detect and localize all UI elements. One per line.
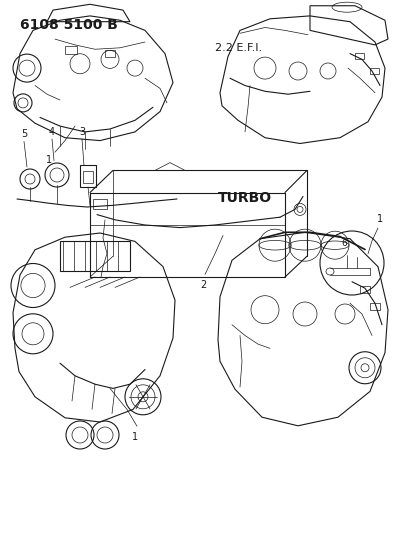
Text: TURBO: TURBO (218, 191, 272, 205)
Bar (355, 53, 364, 59)
Bar (105, 50, 115, 56)
Text: 6: 6 (341, 239, 347, 248)
Text: 1: 1 (132, 432, 138, 442)
Text: 1: 1 (46, 155, 52, 165)
Bar (65, 46, 77, 54)
Bar (370, 68, 379, 74)
Text: 2.2 E.F.I.: 2.2 E.F.I. (215, 43, 262, 53)
Text: 2: 2 (200, 280, 206, 289)
Bar (60, 241, 130, 271)
Bar (83, 171, 93, 183)
Text: 1: 1 (377, 214, 383, 224)
Bar (360, 286, 370, 293)
Text: 5: 5 (21, 129, 27, 139)
Bar (93, 199, 107, 209)
Text: 6108 5100 B: 6108 5100 B (20, 18, 118, 32)
Bar (370, 303, 380, 310)
Text: 3: 3 (79, 127, 85, 136)
Bar (80, 165, 96, 187)
Text: 4: 4 (49, 127, 55, 136)
